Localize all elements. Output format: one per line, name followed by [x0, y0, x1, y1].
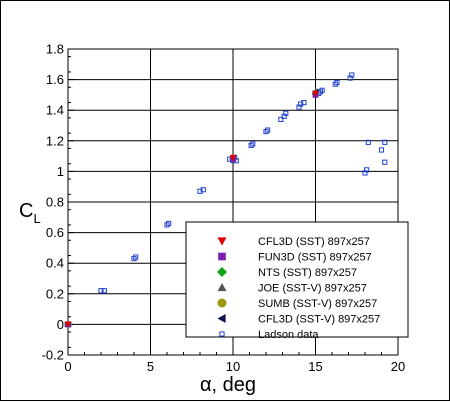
x-tick-label: 15	[308, 359, 322, 374]
x-axis-title: α, deg	[200, 374, 256, 396]
legend-label: CFL3D (SST) 897x257	[258, 236, 370, 248]
legend-marker	[219, 331, 225, 337]
y-tick-label: 0.2	[46, 286, 64, 301]
svg-text:CL: CL	[19, 200, 41, 226]
data-point	[382, 139, 388, 145]
data-point	[200, 187, 206, 193]
legend-marker	[217, 283, 227, 292]
data-point	[250, 141, 256, 147]
axes: 0 5 10 15 20-0.200.20.40.60.811.21.41.61.8	[42, 42, 406, 375]
data-point	[349, 72, 355, 78]
data-point	[378, 147, 385, 153]
legend-label: NTS (SST) 897x257	[258, 267, 357, 279]
legend-marker	[218, 252, 226, 261]
data-point	[197, 188, 203, 194]
data-point	[166, 220, 172, 226]
data-point	[265, 127, 271, 133]
y-tick-label: -0.2	[42, 348, 64, 363]
legend-marker	[217, 314, 226, 323]
data-point	[319, 87, 325, 93]
x-tick-label: 5	[147, 359, 154, 374]
y-tick-label: 0.4	[46, 256, 64, 271]
y-tick-label: 1.8	[46, 42, 64, 57]
data-point	[229, 154, 237, 162]
data-point	[382, 159, 388, 165]
data-point	[334, 80, 340, 86]
x-tick-label: 20	[391, 359, 405, 374]
y-tick-label: 1.6	[46, 72, 64, 87]
x-tick-label: 10	[226, 359, 240, 374]
data-point	[64, 321, 72, 328]
legend-label: CFL3D (SST-V) 897x257	[258, 314, 380, 326]
legend-marker	[217, 267, 227, 277]
legend-label: JOE (SST-V) 897x257	[258, 283, 367, 295]
legend-marker	[217, 298, 227, 308]
data-point	[278, 116, 284, 122]
data-point	[312, 90, 319, 97]
y-tick-label: 1.4	[46, 103, 64, 118]
data-point	[101, 288, 107, 294]
data-point	[301, 99, 307, 106]
y-tick-label: 0.6	[46, 225, 64, 240]
legend-label: Ladson data	[258, 329, 319, 341]
data-point	[98, 288, 104, 294]
data-point	[133, 254, 139, 260]
legend-label: FUN3D (SST) 897x257	[258, 252, 372, 264]
legend-label: SUMB (SST-V) 897x257	[258, 298, 377, 310]
x-tick-label: 0	[64, 359, 71, 374]
data-point	[283, 110, 289, 116]
y-tick-label: 1.2	[46, 133, 64, 148]
y-tick-label: 1	[57, 164, 64, 179]
data-point	[364, 167, 370, 173]
legend: CFL3D (SST) 897x257 FUN3D (SST) 897x257 NT…	[185, 221, 409, 341]
y-tick-label: 0.8	[46, 195, 64, 210]
y-tick-label: 0	[57, 317, 64, 332]
data-points	[64, 72, 388, 329]
legend-marker	[217, 237, 227, 246]
data-point	[298, 101, 304, 107]
data-point	[365, 139, 371, 145]
y-axis-title: CL	[19, 200, 41, 226]
